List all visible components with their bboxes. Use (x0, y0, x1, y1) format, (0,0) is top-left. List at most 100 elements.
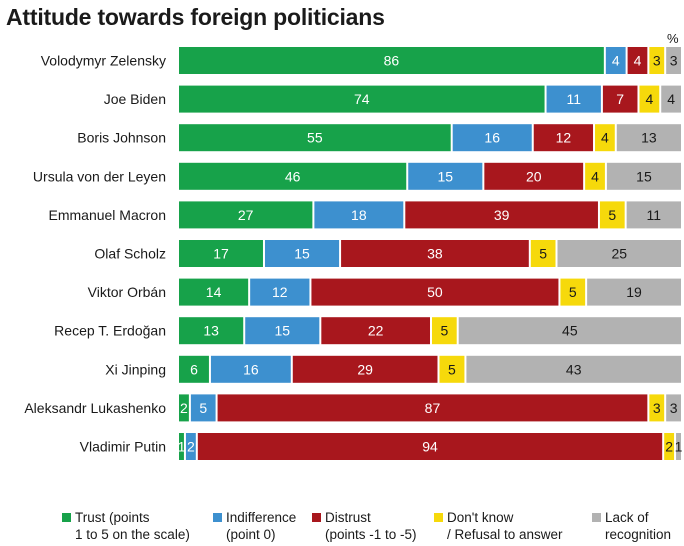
bar-xi-jinping-dontknow (439, 355, 465, 383)
bar-volodymyr-zelensky-dontknow (649, 47, 665, 74)
legend-swatch-distrust (312, 513, 321, 522)
unit-label: % (667, 31, 679, 46)
legend-label-lack-line2: recognition (605, 527, 672, 542)
value-label-vladimir-putin-trust: 1 (178, 439, 186, 455)
bar-ursula-von-der-leyen-lack (606, 162, 681, 190)
legend-swatch-lack (592, 513, 601, 522)
chart-title: Attitude towards foreign politicians (6, 4, 385, 30)
legend: Trust (points 1 to 5 on the scale) Indif… (8, 509, 684, 545)
value-label-recep-t-erdogan-trust: 13 (203, 323, 219, 339)
bar-joe-biden-indifference (546, 85, 601, 113)
bar-vladimir-putin-lack (676, 433, 681, 460)
bar-ursula-von-der-leyen-trust (179, 162, 407, 190)
value-label-viktor-orban-trust: 14 (206, 284, 222, 300)
bar-boris-johnson-lack (616, 124, 681, 152)
bar-vladimir-putin-indifference (185, 433, 196, 460)
value-label-vladimir-putin-distrust: 94 (422, 439, 438, 455)
category-label-aleksandr-lukashenko: Aleksandr Lukashenko (24, 400, 166, 416)
bar-ursula-von-der-leyen-distrust (484, 162, 584, 190)
category-label-boris-johnson: Boris Johnson (77, 130, 166, 146)
bar-ursula-von-der-leyen-dontknow (585, 162, 605, 190)
category-label-olaf-scholz: Olaf Scholz (94, 246, 166, 262)
legend-label-indifference-line1: Indifference (226, 510, 297, 525)
value-label-olaf-scholz-distrust: 38 (427, 246, 443, 262)
value-label-recep-t-erdogan-lack: 45 (562, 323, 578, 339)
bar-aleksandr-lukashenko-lack (666, 394, 681, 422)
bar-ursula-von-der-leyen-indifference (408, 162, 483, 190)
value-label-volodymyr-zelensky-dontknow: 3 (653, 53, 661, 69)
category-label-recep-t-erdogan: Recep T. Erdoğan (54, 323, 166, 339)
category-label-emmanuel-macron: Emmanuel Macron (49, 207, 167, 223)
legend-swatch-indifference (213, 513, 222, 522)
bar-viktor-orban-distrust (311, 278, 559, 306)
bar-vladimir-putin-distrust (197, 433, 663, 460)
value-label-volodymyr-zelensky-lack: 3 (670, 53, 678, 69)
legend-label-indifference-line2: (point 0) (226, 527, 276, 542)
category-label-xi-jinping: Xi Jinping (105, 361, 166, 377)
bar-viktor-orban-trust (179, 278, 249, 306)
bar-xi-jinping-lack (466, 355, 681, 383)
value-label-emmanuel-macron-trust: 27 (238, 207, 254, 223)
bar-vladimir-putin-dontknow (664, 433, 675, 460)
value-label-viktor-orban-lack: 19 (626, 284, 642, 300)
bar-volodymyr-zelensky-indifference (605, 47, 626, 74)
category-label-ursula-von-der-leyen: Ursula von der Leyen (33, 168, 166, 184)
legend-label-trust-line2: 1 to 5 on the scale) (75, 527, 190, 542)
bar-olaf-scholz-lack (557, 240, 681, 267)
value-label-xi-jinping-distrust: 29 (357, 361, 373, 377)
value-label-aleksandr-lukashenko-distrust: 87 (425, 400, 441, 416)
legend-label-dontknow-line2: / Refusal to answer (447, 527, 563, 542)
value-label-viktor-orban-distrust: 50 (427, 284, 443, 300)
value-label-ursula-von-der-leyen-indifference: 15 (438, 168, 454, 184)
value-label-joe-biden-indifference: 11 (566, 91, 581, 107)
bar-olaf-scholz-indifference (264, 240, 340, 267)
bar-emmanuel-macron-indifference (314, 201, 404, 229)
legend-label-lack-line1: Lack of (605, 510, 649, 525)
bar-aleksandr-lukashenko-dontknow (649, 394, 665, 422)
bar-olaf-scholz-distrust (341, 240, 529, 267)
bar-recep-t-erdogan-trust (179, 317, 244, 345)
value-label-ursula-von-der-leyen-distrust: 20 (526, 168, 542, 184)
value-label-boris-johnson-dontknow: 4 (601, 130, 609, 146)
value-label-aleksandr-lukashenko-trust: 2 (180, 400, 188, 416)
bar-joe-biden-lack (661, 85, 681, 113)
value-label-recep-t-erdogan-distrust: 22 (368, 323, 384, 339)
value-label-volodymyr-zelensky-indifference: 4 (612, 53, 620, 69)
value-label-xi-jinping-lack: 43 (566, 361, 582, 377)
value-label-olaf-scholz-dontknow: 5 (539, 246, 547, 262)
value-label-joe-biden-trust: 74 (354, 91, 370, 107)
legend-swatch-trust (62, 513, 71, 522)
category-label-vladimir-putin: Vladimir Putin (80, 439, 166, 455)
bar-aleksandr-lukashenko-distrust (217, 394, 648, 422)
bar-boris-johnson-indifference (452, 124, 532, 152)
bar-viktor-orban-lack (587, 278, 681, 306)
value-label-xi-jinping-trust: 6 (190, 361, 198, 377)
legend-label-distrust-line2: (points -1 to -5) (325, 527, 417, 542)
bar-emmanuel-macron-lack (626, 201, 681, 229)
bar-aleksandr-lukashenko-trust (179, 394, 189, 422)
value-label-volodymyr-zelensky-trust: 86 (384, 53, 400, 69)
legend-label-trust-line1: Trust (points (75, 510, 150, 525)
category-label-joe-biden: Joe Biden (104, 91, 166, 107)
value-label-emmanuel-macron-distrust: 39 (494, 207, 510, 223)
value-label-xi-jinping-dontknow: 5 (448, 361, 456, 377)
value-label-joe-biden-distrust: 7 (616, 91, 624, 107)
value-label-volodymyr-zelensky-distrust: 4 (634, 53, 642, 69)
value-label-boris-johnson-distrust: 12 (556, 130, 572, 146)
bar-emmanuel-macron-dontknow (599, 201, 625, 229)
value-label-emmanuel-macron-dontknow: 5 (608, 207, 616, 223)
value-label-aleksandr-lukashenko-indifference: 5 (199, 400, 207, 416)
bar-joe-biden-dontknow (639, 85, 660, 113)
value-label-vladimir-putin-indifference: 2 (187, 439, 195, 455)
bar-xi-jinping-trust (179, 355, 209, 383)
value-label-aleksandr-lukashenko-lack: 3 (670, 400, 678, 416)
legend-label-distrust-line1: Distrust (325, 510, 371, 525)
value-label-ursula-von-der-leyen-dontknow: 4 (591, 168, 599, 184)
bar-olaf-scholz-trust (179, 240, 263, 267)
value-label-boris-johnson-indifference: 16 (484, 130, 500, 146)
value-label-recep-t-erdogan-indifference: 15 (274, 323, 290, 339)
bar-joe-biden-distrust (602, 85, 638, 113)
bar-recep-t-erdogan-distrust (321, 317, 430, 345)
bar-recep-t-erdogan-lack (458, 317, 681, 345)
